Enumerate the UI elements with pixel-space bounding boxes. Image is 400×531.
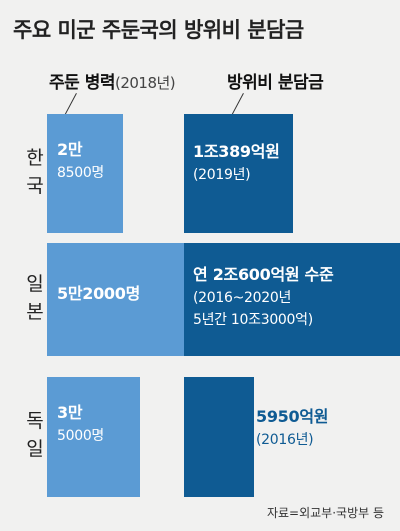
value-label: 3만 (57, 403, 83, 422)
cost-label: 연 2조600억원 수준 (2016~2020년 5년간 10조3000억) (193, 263, 334, 331)
legend-troops-leader (63, 93, 77, 117)
value-label: 5950억원 (256, 407, 329, 426)
legend-cost-label: 방위비 분담금 (227, 73, 324, 93)
legend-cost-leader (230, 93, 244, 117)
cost-label: 5950억원 (2016년) (256, 405, 328, 451)
cost-bar (184, 243, 400, 356)
troops-label: 3만 5000명 (57, 401, 104, 447)
value-sublabel: (2016~2020년 (193, 290, 292, 306)
cost-bar (184, 114, 293, 233)
cost-bar (184, 377, 254, 497)
troops-label: 5만2000명 (57, 282, 140, 306)
value-sublabel: 5000명 (57, 428, 105, 444)
troops-label: 2만 8500명 (57, 138, 104, 184)
source-note: 자료=외교부·국방부 등 (266, 506, 384, 520)
value-label: 1조389억원 (193, 142, 280, 161)
troops-bar (47, 243, 185, 356)
value-label: 5만2000명 (57, 283, 141, 303)
value-label: 2만 (57, 140, 83, 159)
cost-label: 1조389억원 (2019년) (193, 140, 280, 186)
value-sublabel: 5년간 10조3000억) (193, 312, 313, 328)
troops-bar (47, 377, 140, 497)
chart-title: 주요 미군 주둔국의 방위비 분담금 (13, 18, 304, 42)
value-sublabel: 8500명 (57, 165, 105, 181)
legend-troops: 주둔 병력(2018년) (49, 68, 176, 93)
legend-troops-label: 주둔 병력 (49, 73, 115, 93)
legend-cost: 방위비 분담금 (227, 68, 324, 93)
troops-bar (47, 114, 123, 233)
value-sublabel: (2019년) (193, 167, 251, 183)
value-label: 연 2조600억원 수준 (193, 265, 334, 284)
legend-troops-year: (2018년) (114, 74, 176, 92)
value-sublabel: (2016년) (256, 432, 314, 448)
